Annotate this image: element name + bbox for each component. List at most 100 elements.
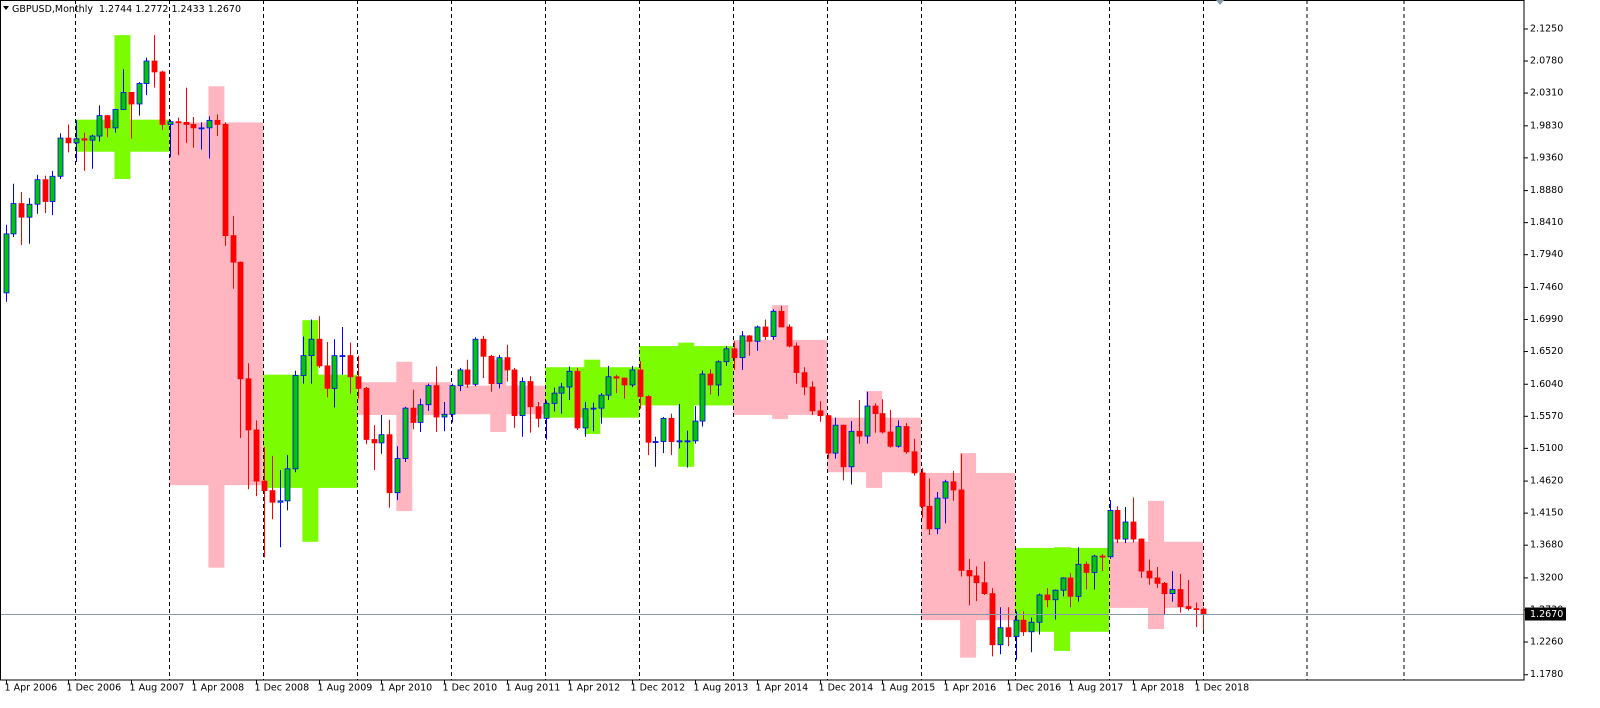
x-tick-label: 1 Dec 2016 xyxy=(1007,683,1062,694)
candle-body xyxy=(331,355,338,389)
x-tick-label: 1 Aug 2009 xyxy=(318,683,373,694)
candle-body xyxy=(543,402,550,419)
x-tick-label: 1 Apr 2010 xyxy=(380,683,433,694)
y-tick-label: 1.7460 xyxy=(1530,282,1563,293)
candle-body xyxy=(770,310,777,337)
y-tick-label: 1.3680 xyxy=(1530,540,1563,551)
ohlc-values: 1.2744 1.2772 1.2433 1.2670 xyxy=(99,4,241,15)
y-tick-label: 1.4150 xyxy=(1530,508,1563,519)
candle-body xyxy=(527,381,534,408)
candle-body xyxy=(919,472,926,507)
candle-body xyxy=(464,369,471,385)
candle-body xyxy=(222,124,229,236)
candle-body xyxy=(786,326,793,347)
candle-body xyxy=(1114,510,1121,540)
candle-body xyxy=(637,369,644,397)
candle-body xyxy=(629,369,636,386)
candle-body xyxy=(879,413,886,433)
candle-body xyxy=(1044,594,1051,601)
y-tick-label: 1.9360 xyxy=(1530,152,1563,163)
y-tick-label: 1.6040 xyxy=(1530,379,1563,390)
candle-body xyxy=(746,335,753,342)
candle-body xyxy=(183,122,190,125)
year-body xyxy=(75,119,170,152)
candle-body xyxy=(198,127,205,130)
candle-body xyxy=(973,575,980,584)
candle-body xyxy=(1067,577,1074,597)
y-tick-label: 1.1780 xyxy=(1530,669,1563,680)
x-tick-label: 1 Apr 2014 xyxy=(756,683,809,694)
candle-body xyxy=(511,369,518,417)
candle-body xyxy=(660,417,667,442)
candle-body xyxy=(981,582,988,595)
candle-body xyxy=(997,627,1004,646)
candle-body xyxy=(10,203,17,235)
candle-body xyxy=(449,385,456,415)
year-body xyxy=(169,122,264,486)
candle-body xyxy=(292,374,299,470)
year-body xyxy=(921,472,1016,621)
shift-marker[interactable] xyxy=(1216,0,1224,5)
candle-body xyxy=(809,386,816,412)
x-tick-label: 1 Aug 2007 xyxy=(130,683,185,694)
y-tick-label: 1.8880 xyxy=(1530,185,1563,196)
candle-body xyxy=(872,405,879,414)
candle-body xyxy=(73,138,80,144)
candle-body xyxy=(1075,563,1082,597)
x-tick-label: 1 Dec 2018 xyxy=(1195,683,1250,694)
candle-body xyxy=(566,370,573,388)
period-separators xyxy=(75,0,1405,680)
candle-body xyxy=(214,119,221,125)
x-tick-label: 1 Apr 2006 xyxy=(5,683,58,694)
x-tick-label: 1 Aug 2015 xyxy=(881,683,936,694)
candle-body xyxy=(410,407,417,423)
candle-body xyxy=(159,71,166,125)
candle-body xyxy=(42,179,49,202)
candle-body xyxy=(684,440,691,443)
y-tick-label: 1.6520 xyxy=(1530,346,1563,357)
menu-arrow[interactable] xyxy=(3,6,9,10)
candle-body xyxy=(245,378,252,431)
candle-body xyxy=(535,406,542,419)
candle-body xyxy=(175,121,182,124)
candle-body xyxy=(723,348,730,363)
year-body xyxy=(1109,541,1203,608)
candle-body xyxy=(1028,621,1035,633)
candle-body xyxy=(582,408,589,429)
candle-body xyxy=(34,179,41,205)
candle-body xyxy=(551,392,558,404)
candle-body xyxy=(692,420,699,442)
candle-body xyxy=(911,451,918,474)
overlay: 2.1250 2.0780 2.0310 1.9830 1.9360 1.8880 1.84… xyxy=(0,23,1566,694)
candle-body xyxy=(112,109,119,129)
x-tick-label: 1 Dec 2010 xyxy=(443,683,498,694)
y-tick-label: 1.8410 xyxy=(1530,217,1563,228)
candle-body xyxy=(934,497,941,530)
candle-body xyxy=(151,60,158,73)
plot-frame xyxy=(0,0,1525,681)
candle-body xyxy=(441,413,448,418)
candle-body xyxy=(18,203,25,218)
candle-body xyxy=(801,372,808,388)
candle-body xyxy=(1154,577,1161,584)
candle-body xyxy=(261,480,268,492)
candle-body xyxy=(1169,589,1176,595)
x-tick-label: 1 Dec 2014 xyxy=(819,683,874,694)
x-tick-label: 1 Apr 2012 xyxy=(568,683,621,694)
candle-body xyxy=(645,396,652,443)
candle-body xyxy=(417,404,424,423)
y-tick-label: 2.0780 xyxy=(1530,56,1563,67)
candle-body xyxy=(1013,619,1020,637)
candle-body xyxy=(49,175,56,202)
candle-body xyxy=(136,83,143,105)
candle-body xyxy=(1107,510,1114,558)
candle-body xyxy=(1130,521,1137,540)
x-tick-label: 1 Aug 2013 xyxy=(694,683,749,694)
year-body xyxy=(263,374,358,488)
x-tick-label: 1 Dec 2008 xyxy=(255,683,310,694)
candle-body xyxy=(778,310,785,328)
candle-body xyxy=(1200,608,1207,615)
candle-body xyxy=(284,468,291,502)
